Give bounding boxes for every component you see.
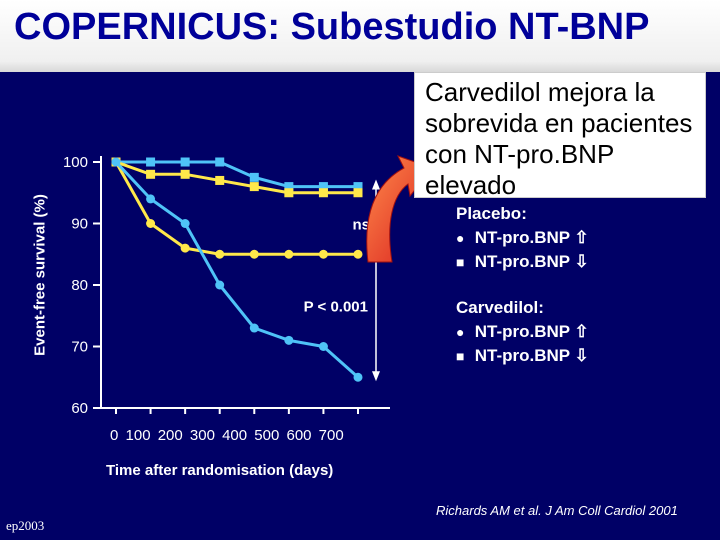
p-value-annotation: P < 0.001 bbox=[304, 299, 368, 316]
circle-marker-icon: ● bbox=[456, 324, 465, 340]
footer-code: ep2003 bbox=[6, 518, 45, 533]
chart-axes: 100 90 80 70 60 bbox=[63, 154, 390, 417]
data-point-square bbox=[353, 182, 363, 192]
data-point-square bbox=[146, 157, 156, 167]
slide-title: COPERNICUS: Subestudio NT-BNP bbox=[14, 6, 650, 48]
legend-item-label: NT-pro.BNP ⇩ bbox=[474, 346, 589, 365]
data-point-square bbox=[249, 182, 259, 192]
y-tick-label: 80 bbox=[71, 277, 88, 294]
data-point-circle bbox=[249, 323, 259, 333]
data-point-circle bbox=[215, 280, 225, 290]
x-tick-labels: 0 100 200 300 400 500 600 700 bbox=[110, 427, 344, 444]
legend-item-placebo-low: ■ NT-pro.BNP ⇩ bbox=[456, 250, 589, 274]
series-line-2 bbox=[114, 161, 358, 256]
callout-text: Carvedilol mejora la sobrevida en pacien… bbox=[425, 77, 693, 200]
square-marker-icon: ■ bbox=[456, 348, 465, 364]
data-point-square bbox=[284, 188, 294, 198]
y-tick-label: 70 bbox=[71, 339, 88, 356]
citation: Richards AM et al. J Am Coll Cardiol 200… bbox=[436, 503, 678, 518]
data-point-circle bbox=[180, 219, 190, 228]
data-point-circle bbox=[353, 372, 363, 382]
legend-placebo: Placebo: ● NT-pro.BNP ⇧ ■ NT-pro.BNP ⇩ bbox=[456, 202, 589, 274]
y-tick-label: 100 bbox=[63, 154, 88, 171]
data-point-circle bbox=[318, 342, 328, 351]
legend-title-carvedilol: Carvedilol: bbox=[456, 298, 544, 317]
data-point-circle bbox=[111, 157, 121, 167]
data-point-square bbox=[180, 157, 190, 167]
ns-annotation: ns bbox=[352, 217, 370, 234]
series-line-1 bbox=[115, 160, 358, 195]
data-point-square bbox=[215, 175, 225, 185]
data-point-square bbox=[318, 182, 328, 192]
x-axis-label: Time after randomisation (days) bbox=[106, 462, 334, 479]
data-point-circle bbox=[146, 194, 156, 204]
legend-item-label: NT-pro.BNP ⇩ bbox=[474, 252, 589, 271]
legend-carvedilol: Carvedilol: ● NT-pro.BNP ⇧ ■ NT-pro.BNP … bbox=[456, 296, 589, 368]
series-line-0 bbox=[116, 160, 358, 189]
data-point-square bbox=[180, 169, 190, 179]
title-bar: COPERNICUS: Subestudio NT-BNP bbox=[0, 0, 720, 72]
series-line-3 bbox=[114, 160, 359, 379]
legend-item-label: NT-pro.BNP ⇧ bbox=[474, 322, 589, 341]
arrowhead-down-icon bbox=[372, 371, 380, 382]
data-point-square bbox=[353, 188, 363, 198]
chart-marks bbox=[111, 157, 363, 382]
data-point-circle bbox=[318, 249, 328, 259]
data-point-circle bbox=[146, 219, 156, 228]
legend-item-carvedilol-high: ● NT-pro.BNP ⇧ bbox=[456, 320, 589, 344]
legend-item-carvedilol-low: ■ NT-pro.BNP ⇩ bbox=[456, 344, 589, 368]
data-point-square bbox=[318, 188, 328, 198]
y-axis-label: Event-free survival (%) bbox=[31, 194, 49, 356]
y-tick-label: 90 bbox=[71, 216, 88, 233]
significance-bracket: ns P < 0.001 bbox=[304, 179, 380, 382]
data-point-square bbox=[146, 169, 156, 179]
data-point-circle bbox=[284, 249, 294, 259]
circle-marker-icon: ● bbox=[456, 230, 465, 246]
legend-item-label: NT-pro.BNP ⇧ bbox=[474, 228, 589, 247]
square-marker-icon: ■ bbox=[456, 254, 465, 270]
data-point-square bbox=[249, 172, 259, 182]
data-point-circle bbox=[284, 335, 294, 345]
data-point-circle bbox=[353, 249, 363, 259]
data-point-circle bbox=[180, 243, 190, 253]
data-point-square bbox=[284, 182, 294, 192]
legend-item-placebo-high: ● NT-pro.BNP ⇧ bbox=[456, 226, 589, 250]
legend-title-placebo: Placebo: bbox=[456, 204, 527, 223]
data-point-circle bbox=[249, 249, 259, 259]
arrowhead-up-icon bbox=[372, 179, 380, 190]
y-tick-label: 60 bbox=[71, 400, 88, 417]
data-point-circle bbox=[215, 249, 225, 259]
data-point-square bbox=[215, 157, 225, 167]
conclusion-callout: Carvedilol mejora la sobrevida en pacien… bbox=[414, 72, 706, 200]
